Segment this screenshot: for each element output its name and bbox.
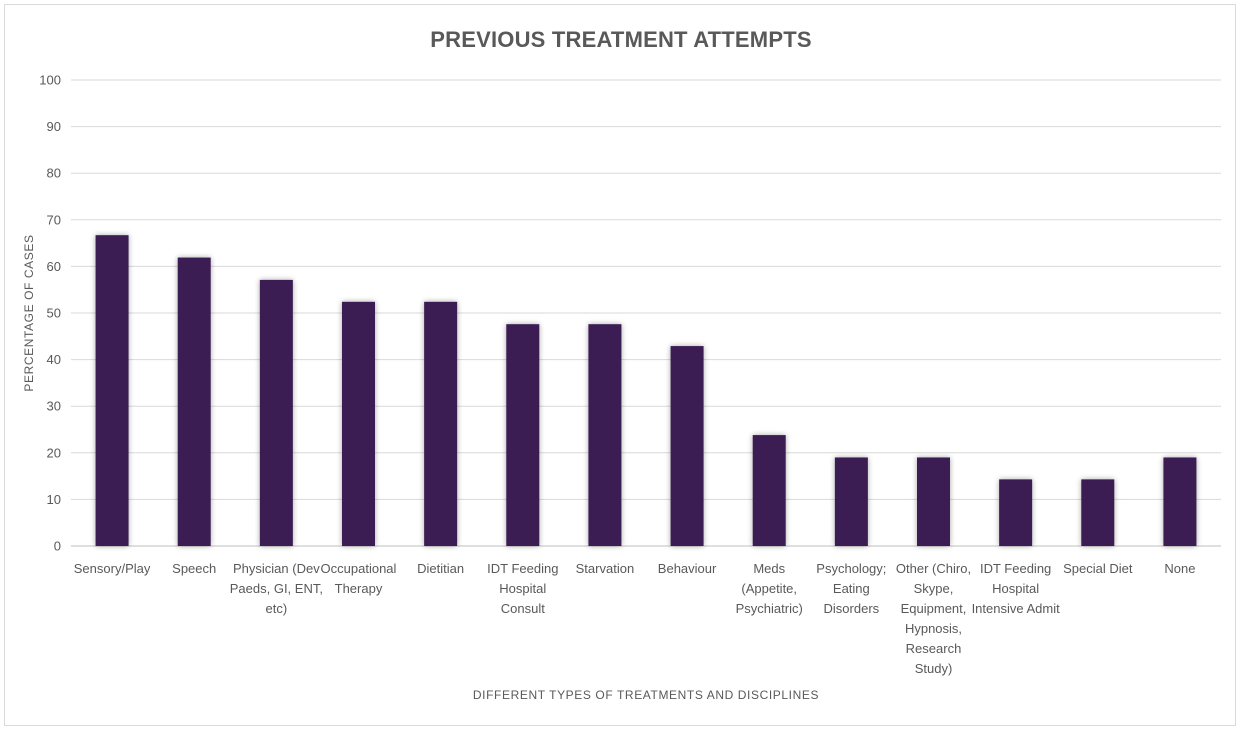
bars: [95, 235, 1197, 547]
bar: [177, 257, 211, 546]
y-tick-label: 40: [47, 352, 61, 367]
y-tick-label: 50: [47, 306, 61, 321]
bar: [917, 457, 950, 546]
bar: [506, 324, 540, 546]
y-tick-label: 30: [47, 399, 61, 414]
x-tick-label: Meds (Appetite, Psychiatric): [736, 561, 803, 616]
x-axis-title: DIFFERENT TYPES OF TREATMENTS AND DISCIP…: [473, 688, 819, 702]
bar: [752, 435, 786, 546]
bar: [999, 479, 1033, 546]
y-tick-label: 70: [47, 212, 61, 227]
x-tick-label: Behaviour: [658, 561, 717, 576]
y-tick-label: 90: [47, 119, 61, 134]
bar: [424, 301, 458, 546]
x-tick-label: IDT Feeding Hospital Consult: [487, 561, 558, 616]
bar: [95, 235, 129, 547]
y-axis-ticks: 0 10 20 30 40 50 60 70 80 90 100: [39, 73, 61, 554]
bar: [588, 324, 622, 546]
x-tick-label: Special Diet: [1063, 561, 1133, 576]
x-tick-label: Physician (Dev Paeds, GI, ENT, etc): [230, 561, 323, 616]
bar: [259, 279, 293, 546]
x-tick-label: Starvation: [576, 561, 635, 576]
y-tick-label: 20: [47, 445, 61, 460]
y-tick-label: 10: [47, 492, 61, 507]
gridlines: [71, 79, 1221, 547]
bar: [1163, 457, 1197, 546]
x-tick-label: Other (Chiro, Skype, Equipment, Hypnosis, Re…: [896, 561, 971, 676]
x-tick-label: Occupational Therapy: [321, 561, 397, 596]
y-axis-title: PERCENTAGE OF CASES: [22, 234, 36, 391]
x-tick-label: Dietitian: [417, 561, 464, 576]
x-tick-label: IDT Feeding Hospital Intensive Admit: [972, 561, 1061, 616]
y-tick-label: 80: [47, 166, 61, 181]
bar: [670, 346, 704, 546]
bar: [342, 301, 375, 546]
x-tick-label: None: [1164, 561, 1195, 576]
y-tick-label: 0: [54, 539, 61, 554]
x-tick-label: Sensory/Play: [74, 561, 151, 576]
y-tick-label: 100: [39, 73, 61, 88]
x-tick-label: Psychology; Eating Disorders: [816, 561, 886, 616]
bar: [834, 457, 868, 546]
chart-title: PREVIOUS TREATMENT ATTEMPTS: [430, 27, 812, 52]
x-tick-label: Speech: [172, 561, 216, 576]
y-tick-label: 60: [47, 259, 61, 274]
x-axis-ticks: Sensory/Play Speech Physician (Dev Paeds, G…: [74, 561, 1196, 676]
bar: [1081, 479, 1115, 546]
